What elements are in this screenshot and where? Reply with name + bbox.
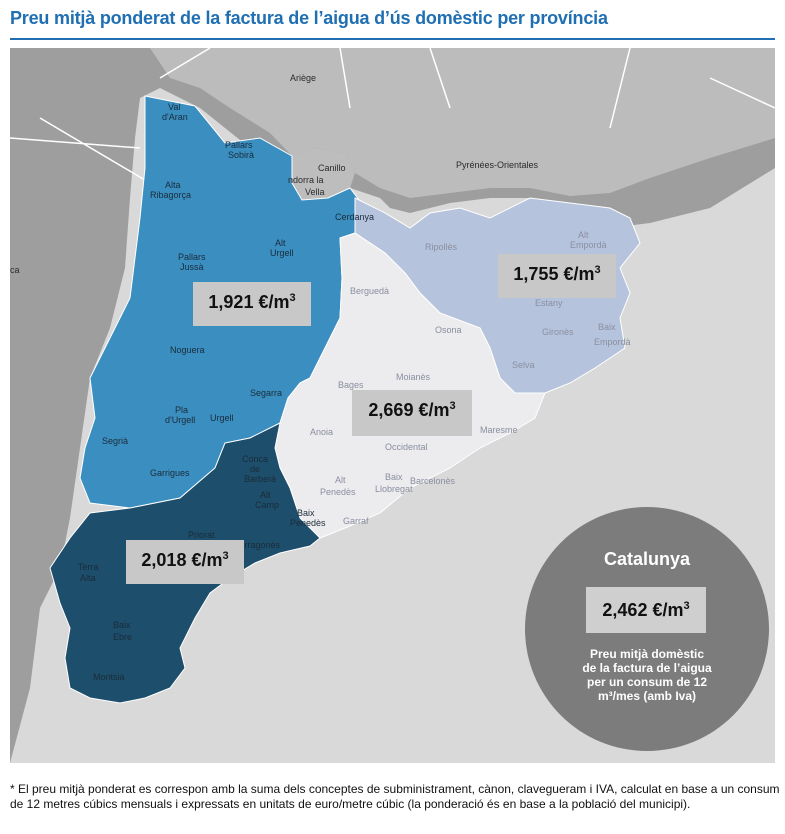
- label-osona: Osona: [435, 325, 462, 335]
- label-alt-penedes-1: Alt: [335, 475, 346, 485]
- province-barcelona[interactable]: [274, 232, 546, 539]
- label-garrigues: Garrigues: [150, 468, 190, 478]
- label-pyrenees: Pyrénées-Orientales: [456, 160, 539, 170]
- label-segarra: Segarra: [250, 388, 282, 398]
- label-baix-pen-2: Penedès: [290, 518, 326, 528]
- label-alt-urgell-2: Urgell: [270, 248, 294, 258]
- label-girones: Gironès: [542, 327, 574, 337]
- price-box-tarragona: 2,018 €/m3: [126, 540, 244, 584]
- label-pallars-jussa-2: Jussà: [180, 262, 204, 272]
- catalunya-price: 2,462 €/m: [602, 600, 684, 620]
- price-girona: 1,755 €/m: [513, 264, 595, 284]
- catalunya-description: Preu mitjà domèstic de la factura de l’a…: [559, 647, 735, 703]
- label-pla-urgell-1: Pla: [175, 405, 188, 415]
- catalunya-price-box: 2,462 €/m3: [586, 587, 706, 633]
- france: [150, 48, 775, 198]
- label-baix-llob-2: Llobregat: [375, 484, 413, 494]
- catalunya-summary-circle: Catalunya 2,462 €/m3 Preu mitjà domèstic…: [525, 507, 769, 751]
- label-noguera: Noguera: [170, 345, 205, 355]
- price-box-lleida: 1,921 €/m3: [193, 282, 311, 326]
- price-tarragona-sup: 3: [222, 550, 229, 562]
- label-andorra-1: ndorra la: [288, 175, 324, 185]
- andorra: [292, 148, 355, 200]
- label-bergueda: Berguedà: [350, 286, 389, 296]
- catalunya-price-sup: 3: [683, 600, 690, 612]
- label-priorat: Priorat: [188, 530, 215, 540]
- label-conca-3: Barberà: [244, 474, 276, 484]
- label-selva: Selva: [512, 360, 535, 370]
- label-canillo: Canillo: [318, 163, 346, 173]
- label-terra-alta-2: Alta: [80, 573, 96, 583]
- label-pallars-sobira-1: Pallars: [225, 140, 253, 150]
- label-segria: Segrià: [102, 436, 128, 446]
- label-val-1: Val: [168, 102, 180, 112]
- label-anoia: Anoia: [310, 427, 333, 437]
- label-alt-urgell-1: Alt: [275, 238, 286, 248]
- label-alt-camp-2: Camp: [255, 500, 279, 510]
- price-box-barcelona: 2,669 €/m3: [352, 390, 472, 436]
- label-pallars-sobira-2: Sobirà: [228, 150, 254, 160]
- price-barcelona: 2,669 €/m: [368, 400, 450, 420]
- label-alta-rib-1: Alta: [165, 180, 181, 190]
- price-lleida: 1,921 €/m: [208, 292, 290, 312]
- label-urgell: Urgell: [210, 413, 234, 423]
- page-title: Preu mitjà ponderat de la factura de l’a…: [10, 8, 608, 28]
- label-pla-urgell-2: d'Urgell: [165, 415, 195, 425]
- label-andorra-2: Vella: [305, 187, 325, 197]
- label-conca-1: Conca: [242, 454, 268, 464]
- catalunya-desc-line-3: per un consum de 12: [586, 675, 708, 689]
- label-montsia: Montsià: [93, 672, 125, 682]
- label-baix-pen-1: Baix: [297, 508, 315, 518]
- label-barcelones: Barcelonès: [410, 476, 456, 486]
- label-ca: ca: [10, 265, 20, 275]
- label-terra-alta-1: Terra: [78, 562, 99, 572]
- label-maresme: Maresme: [480, 425, 518, 435]
- label-baix-ebre-2: Ebre: [113, 632, 132, 642]
- catalunya-desc-line-2: de la factura de l’aigua: [582, 661, 712, 675]
- label-baix-emporda-2: Empordà: [594, 337, 631, 347]
- label-alt-camp-1: Alt: [260, 490, 271, 500]
- label-pallars-jussa-1: Pallars: [178, 252, 206, 262]
- price-lleida-sup: 3: [289, 292, 296, 304]
- label-alta-rib-2: Ribagorça: [150, 190, 191, 200]
- label-alt-emporda-2: Empordà: [570, 240, 607, 250]
- price-tarragona: 2,018 €/m: [141, 550, 223, 570]
- price-box-girona: 1,755 €/m3: [498, 254, 616, 298]
- label-bages: Bages: [338, 380, 364, 390]
- price-barcelona-sup: 3: [449, 400, 456, 412]
- catalunya-desc-line-4: m³/mes (amb Iva): [597, 689, 697, 703]
- price-girona-sup: 3: [594, 264, 601, 276]
- label-moianes: Moianès: [396, 372, 431, 382]
- map: Ariège Canillo ndorra la Vella Pyrénées-…: [10, 48, 775, 763]
- title-rule: [10, 38, 775, 40]
- label-alt-penedes-2: Penedès: [320, 487, 356, 497]
- catalunya-desc-line-1: Preu mitjà domèstic: [589, 647, 705, 661]
- label-conca-2: de: [250, 464, 260, 474]
- label-ripolles: Ripollès: [425, 242, 458, 252]
- catalunya-title: Catalunya: [603, 549, 691, 569]
- label-ariege: Ariège: [290, 73, 316, 83]
- label-val-2: d'Aran: [162, 112, 188, 122]
- label-occidental: Occidental: [385, 442, 428, 452]
- label-tarragones: Tarragonès: [235, 540, 281, 550]
- label-estany: Estany: [535, 298, 563, 308]
- label-garraf: Garraf: [343, 516, 369, 526]
- label-baix-llob-1: Baix: [385, 472, 403, 482]
- label-cerdanya: Cerdanya: [335, 212, 374, 222]
- map-svg: Ariège Canillo ndorra la Vella Pyrénées-…: [10, 48, 775, 763]
- label-baix-ebre-1: Baix: [113, 620, 131, 630]
- label-baix-emporda-1: Baix: [598, 322, 616, 332]
- label-alt-emporda-1: Alt: [578, 230, 589, 240]
- footnote: * El preu mitjà ponderat es correspon am…: [10, 782, 780, 811]
